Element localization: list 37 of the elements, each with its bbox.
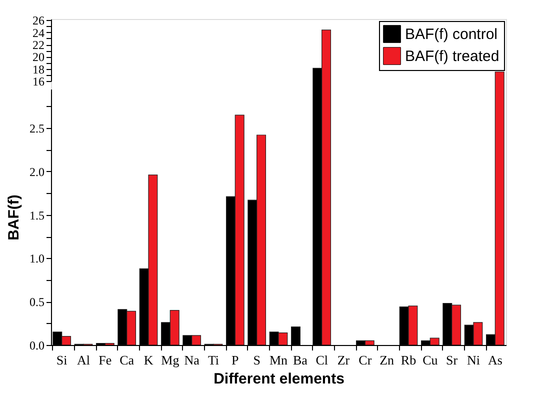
y-tick-label: 2.5 xyxy=(30,122,44,136)
y-tick-label: 20 xyxy=(32,50,44,64)
legend-label: BAF(f) control xyxy=(405,26,498,43)
x-tick-label: Zn xyxy=(380,352,395,368)
y-axis-title: BAF(f) xyxy=(6,194,22,240)
x-tick-label: Mg xyxy=(161,352,180,368)
x-tick-label: Sr xyxy=(446,352,458,368)
y-tick-label: 24 xyxy=(32,26,44,40)
x-tick-label: Ti xyxy=(208,352,220,368)
x-axis-title: Different elements xyxy=(214,370,344,388)
x-tick-label: Cr xyxy=(358,352,372,368)
x-tick-label: Rb xyxy=(400,352,416,368)
y-tick-label: 18 xyxy=(32,62,44,76)
x-tick-label: Mn xyxy=(269,352,288,368)
x-tick-label: Cu xyxy=(422,352,438,368)
x-tick-label: Zr xyxy=(337,352,350,368)
x-tick-label: Ca xyxy=(120,352,134,368)
y-tick-label: 2.0 xyxy=(30,164,44,179)
y-tick-label: 22 xyxy=(32,38,44,52)
y-tick-label: 0.0 xyxy=(30,338,44,352)
y-tick-label: 1.5 xyxy=(30,208,44,222)
legend-label: BAF(f) treated xyxy=(405,48,500,65)
y-tick-label: 16 xyxy=(32,74,44,88)
x-tick-label: Cl xyxy=(316,352,328,368)
x-tick-label: P xyxy=(232,352,239,368)
x-tick-label: Si xyxy=(56,352,68,368)
x-tick-label: Al xyxy=(77,352,90,368)
y-tick-label: 0.5 xyxy=(30,295,44,310)
x-tick-label: K xyxy=(144,352,154,368)
y-tick-label: 26 xyxy=(32,14,44,28)
x-tick-label: Na xyxy=(184,352,200,368)
x-tick-label: Fe xyxy=(98,352,112,368)
x-tick-label: Ba xyxy=(292,352,308,368)
x-tick-label: As xyxy=(488,352,502,368)
y-tick-label: 1.0 xyxy=(30,252,44,266)
x-tick-label: Ni xyxy=(467,352,480,368)
x-tick-label: S xyxy=(253,352,260,368)
